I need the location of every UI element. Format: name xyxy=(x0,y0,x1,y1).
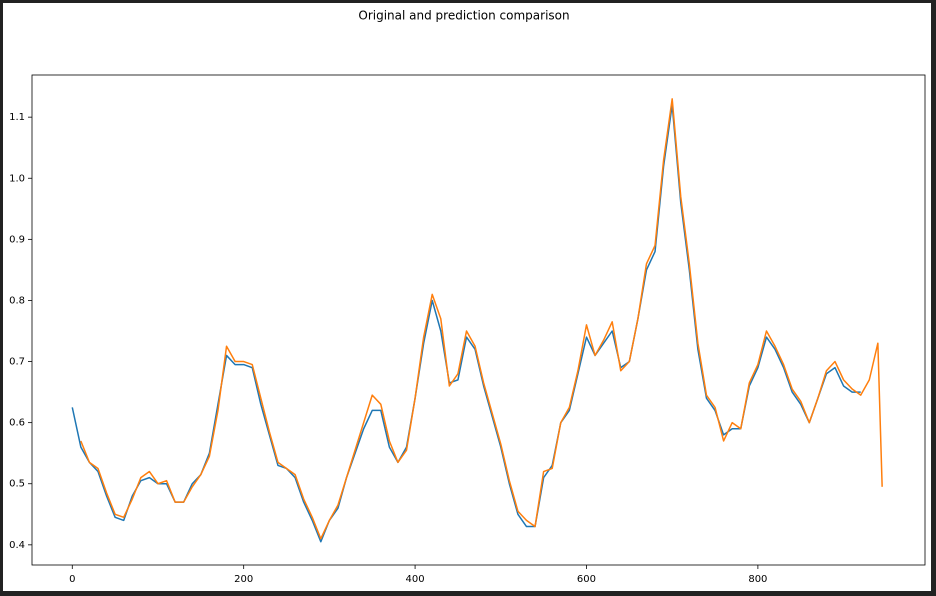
plot-area: 0 200 400 600 800 0.4 0.5 0.6 0.7 0.8 0.9 1.0 1.1 xyxy=(9,98,883,585)
y-tick-label: 0.8 xyxy=(9,295,25,306)
figure-background xyxy=(3,3,931,591)
data-line xyxy=(80,98,883,540)
y-tick-label: 0.4 xyxy=(9,540,25,551)
y-tick-label: 1.1 xyxy=(9,112,25,123)
x-tick-label: 800 xyxy=(748,574,767,585)
x-tick-label: 200 xyxy=(234,574,253,585)
y-tick-label: 0.5 xyxy=(9,479,25,490)
y-tick-label: 1.0 xyxy=(9,173,25,184)
chart-title: Original and prediction comparison xyxy=(358,9,569,23)
x-tick-label: 400 xyxy=(406,574,425,585)
y-tick-label: 0.9 xyxy=(9,234,25,245)
y-tick-label: 0.6 xyxy=(9,418,25,429)
x-tick-label: 0 xyxy=(69,574,75,585)
x-tick-label: 600 xyxy=(577,574,596,585)
y-tick-label: 0.7 xyxy=(9,357,25,368)
axes-frame xyxy=(31,74,926,566)
